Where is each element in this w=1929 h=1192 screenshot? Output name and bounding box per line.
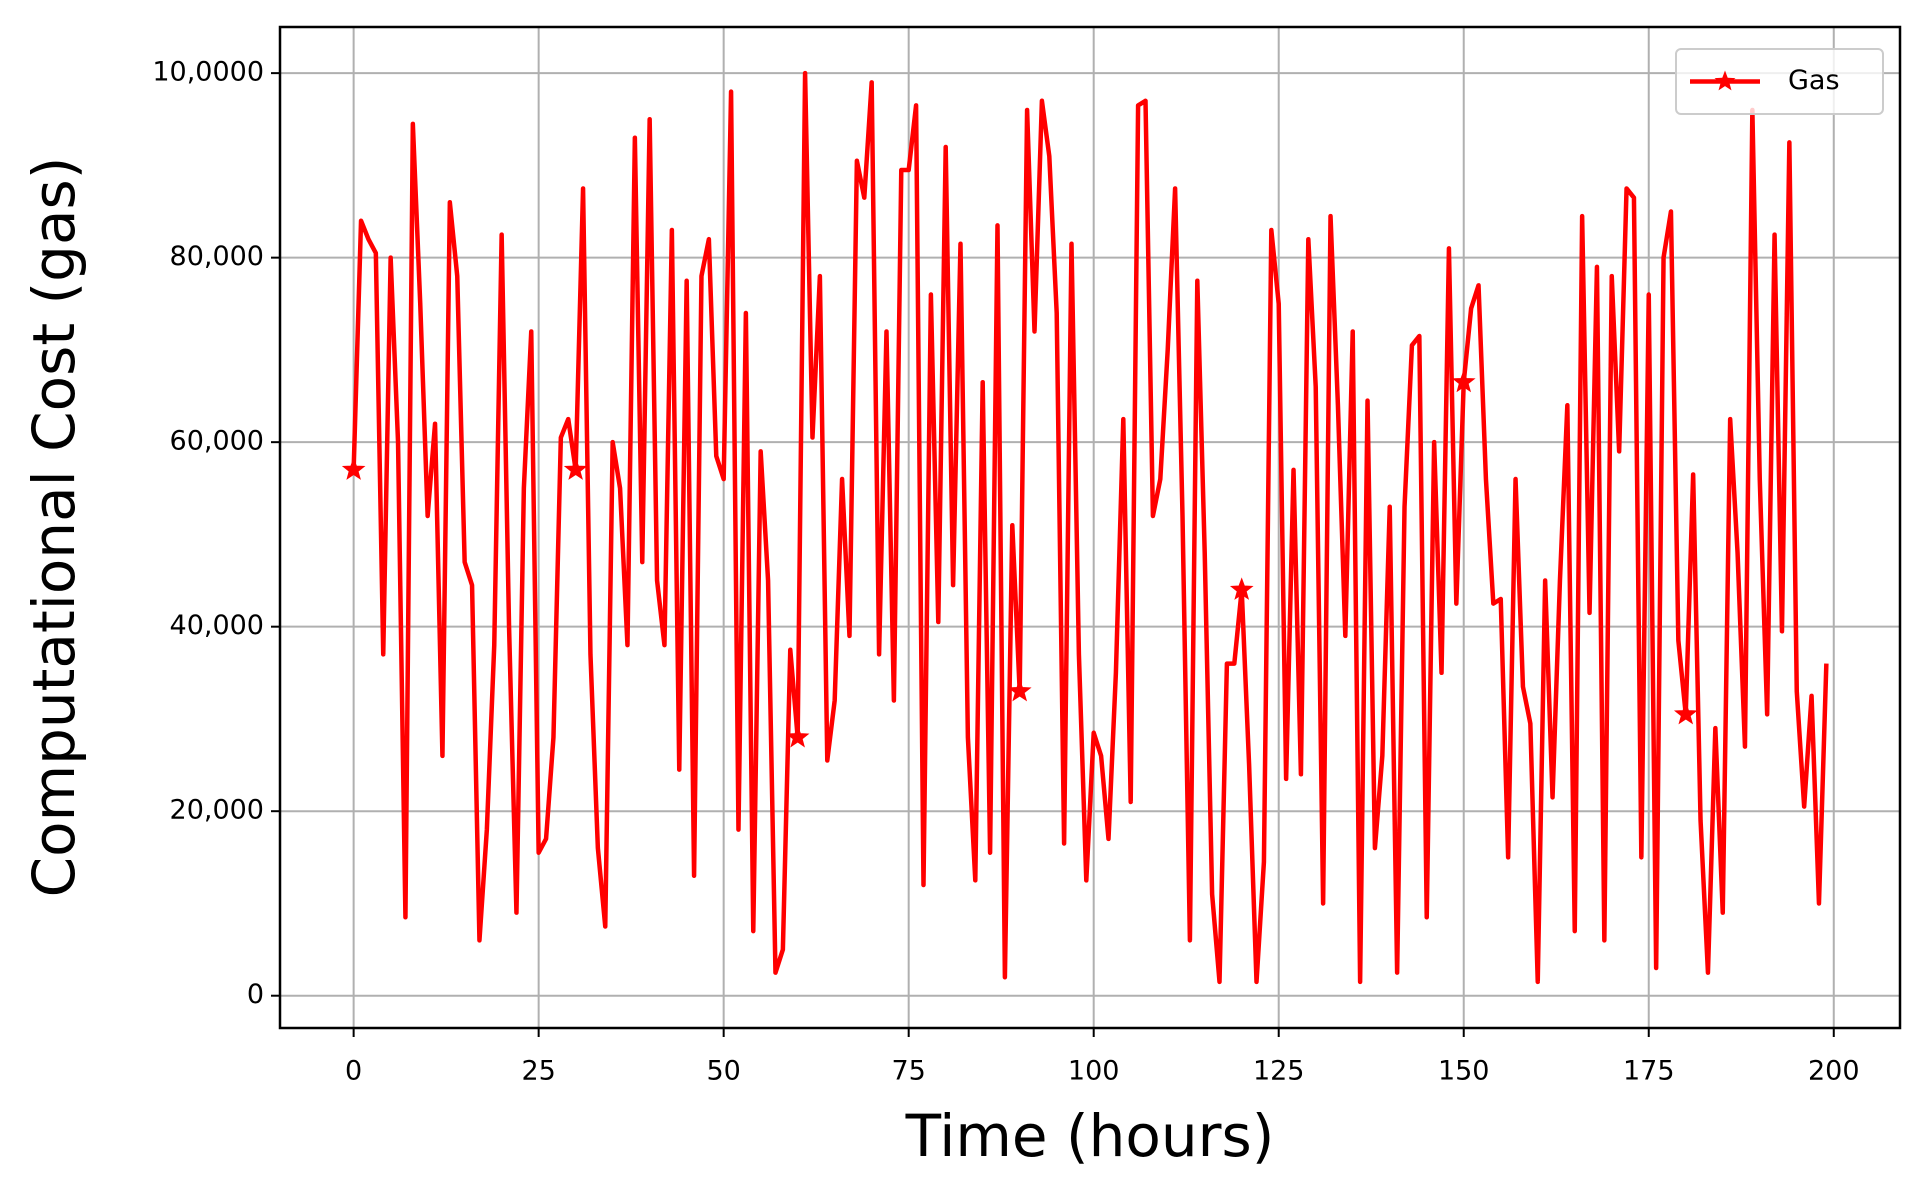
y-tick-label: 80,000 (170, 241, 264, 272)
data-marker (1229, 577, 1254, 600)
data-marker (785, 724, 810, 748)
data-marker (1007, 678, 1032, 702)
legend-marker (1714, 70, 1736, 91)
legend-label: Gas (1788, 65, 1840, 96)
data-marker (1451, 369, 1476, 393)
x-tick-label: 125 (1253, 1056, 1305, 1087)
data-marker (341, 457, 366, 480)
y-axis-label: Computational Cost (gas) (20, 157, 88, 898)
plot-frame (278, 25, 1902, 1030)
x-tick-label: 0 (345, 1056, 362, 1087)
x-tick-label: 200 (1808, 1056, 1860, 1087)
y-tick-label: 10,0000 (152, 57, 264, 88)
x-tick-label: 100 (1068, 1056, 1120, 1087)
data-marker (1673, 701, 1698, 725)
x-tick-label: 150 (1438, 1056, 1490, 1087)
data-line (351, 70, 1829, 985)
legend-box (1675, 48, 1884, 115)
y-tick-label: 40,000 (170, 610, 264, 641)
x-tick-label: 50 (706, 1056, 740, 1087)
x-tick-label: 25 (521, 1056, 555, 1087)
y-tick-label: 20,000 (170, 795, 264, 826)
legend: Gas (1675, 48, 1884, 115)
y-tick-label: 0 (247, 979, 264, 1010)
y-tick-label: 60,000 (170, 426, 264, 457)
x-tick-label: 75 (892, 1056, 926, 1087)
x-axis-label: Time (hours) (905, 1102, 1275, 1170)
x-tick-label: 175 (1623, 1056, 1675, 1087)
data-marker (563, 457, 588, 480)
